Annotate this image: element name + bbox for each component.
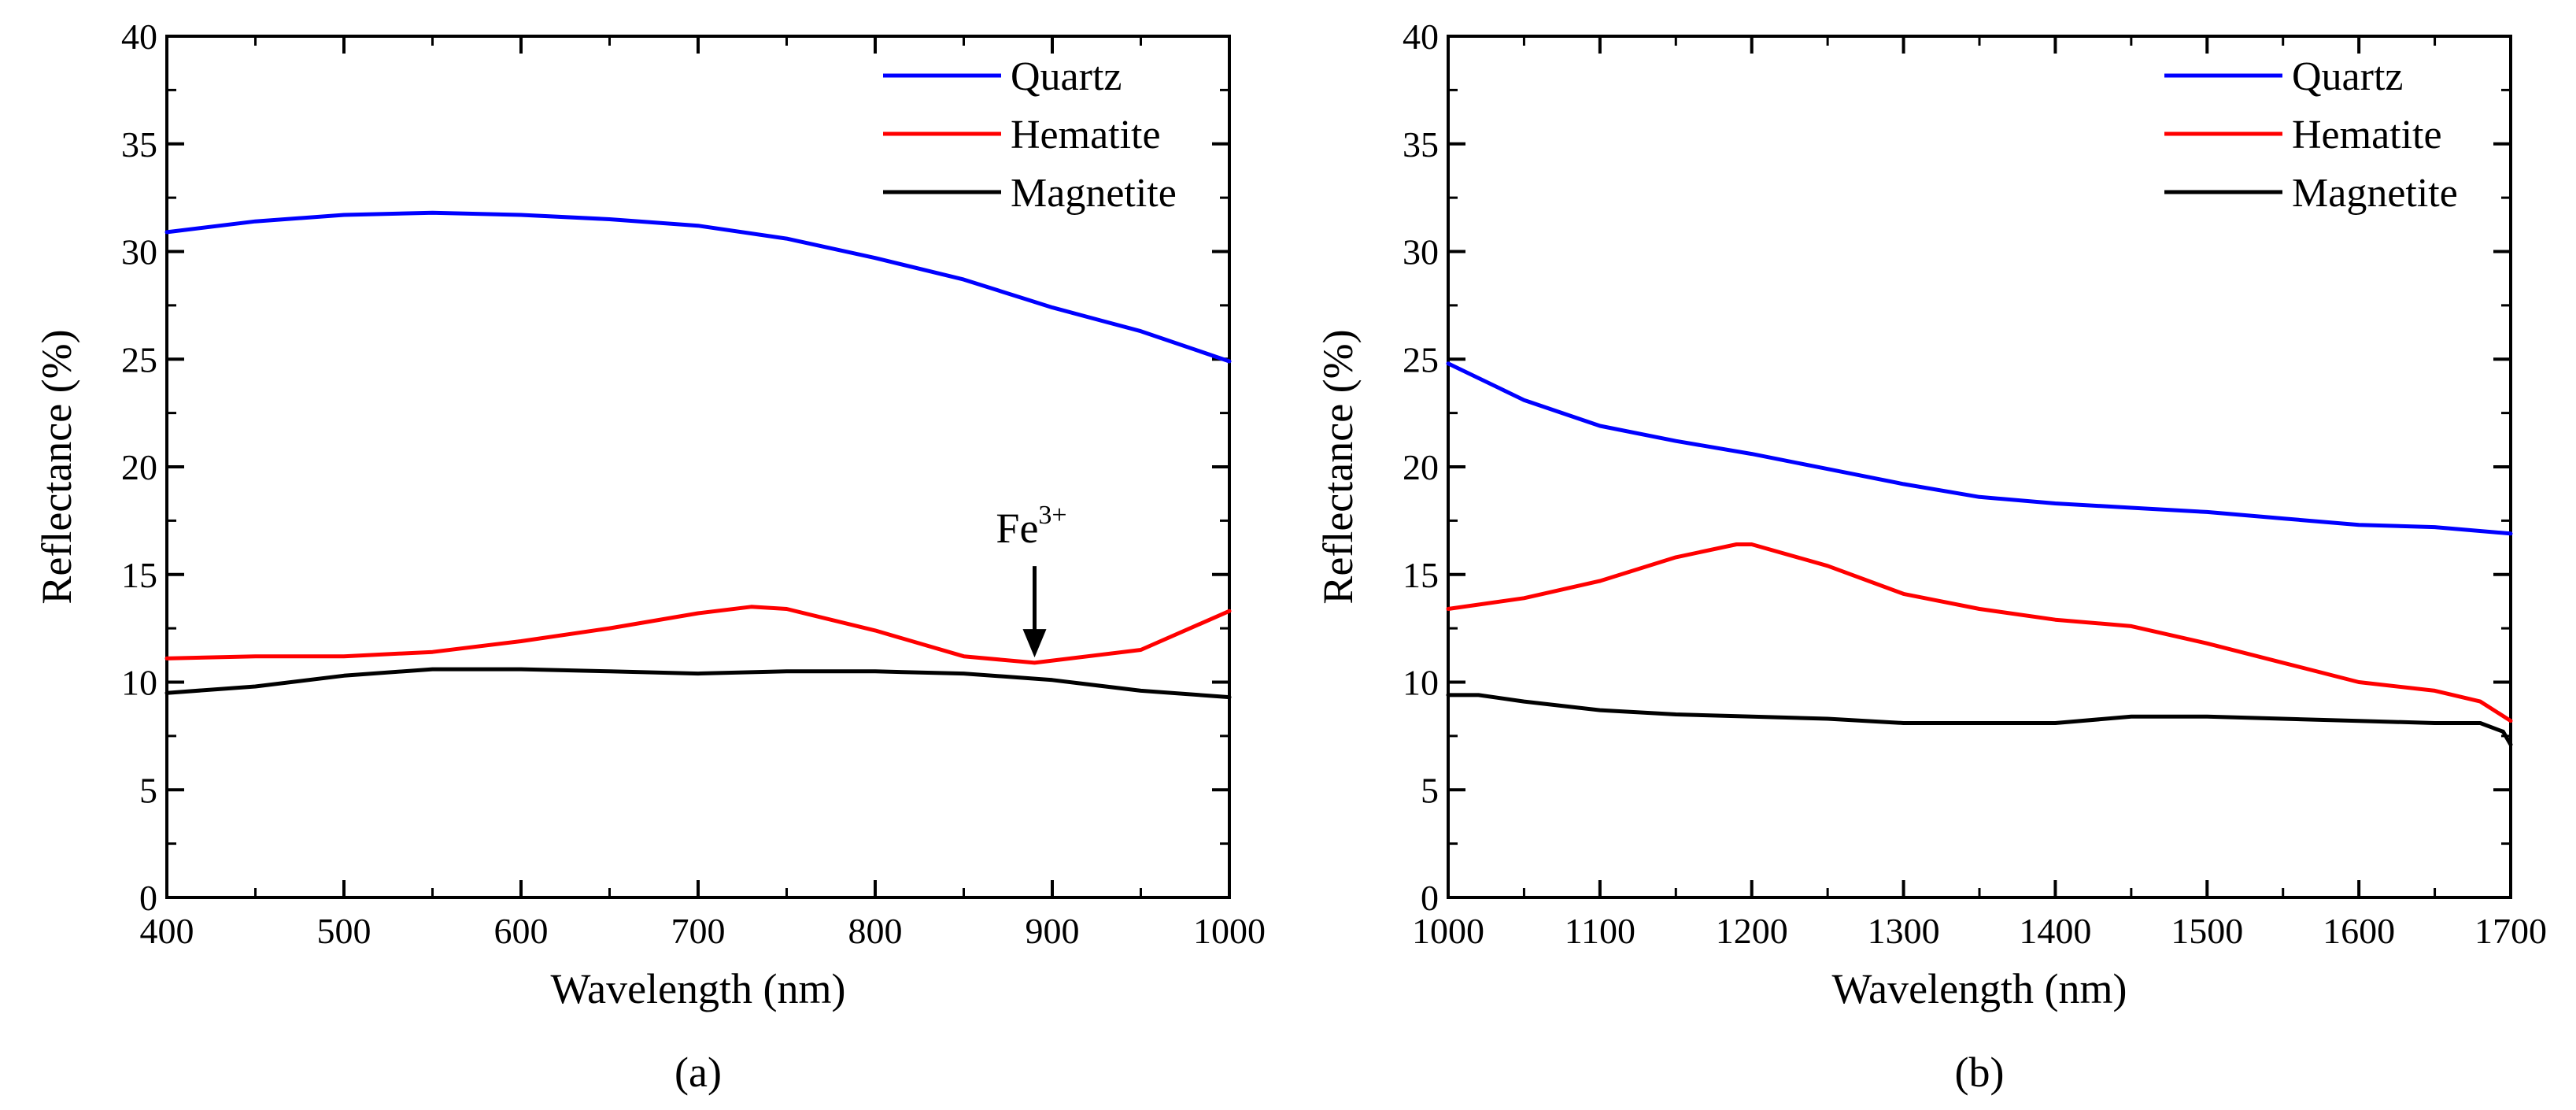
y-tick-label: 20: [1403, 447, 1439, 487]
x-tick-label: 800: [848, 911, 903, 951]
y-tick-label: 30: [121, 232, 157, 272]
x-tick-label: 1200: [1716, 911, 1788, 951]
legend-label: Quartz: [1011, 54, 1122, 99]
x-tick-label: 500: [317, 911, 371, 951]
x-tick-label: 1000: [1193, 911, 1266, 951]
chart-panel-a: 400 500 600 700 800 900 1000 0 5 10 15 20 25 30 35 40 Wa…: [33, 17, 1266, 1096]
y-tick-label: 40: [121, 17, 157, 57]
annotation-superscript: 3+: [1038, 501, 1066, 530]
legend-label: Hematite: [1011, 113, 1161, 157]
x-tick-label: 1700: [2474, 911, 2547, 951]
x-tick-label: 1000: [1412, 911, 1484, 951]
y-tick-label: 40: [1403, 17, 1439, 57]
x-tick-label: 1600: [2323, 911, 2395, 951]
series-line-magnetite: [164, 667, 1232, 700]
y-tick-label: 10: [1403, 663, 1439, 703]
y-tick-label: 35: [1403, 124, 1439, 165]
legend-label: Quartz: [2292, 54, 2403, 99]
annotation-arrow-head: [1022, 629, 1047, 658]
panel-label: (b): [1955, 1049, 2005, 1096]
annotation-label: Fe3+: [996, 501, 1066, 552]
x-tick-label: 900: [1026, 911, 1080, 951]
annotation-base: Fe: [996, 505, 1038, 552]
chart-panel-b: 1000 1100 1200 1300 1400 1500 1600 1700 0 5 10 15 20…: [1314, 17, 2547, 1096]
x-tick-label: 1100: [1565, 911, 1635, 951]
y-tick-label: 15: [1403, 555, 1439, 595]
panel-label: (a): [674, 1049, 722, 1096]
x-tick-label: 1400: [2019, 911, 2091, 951]
y-tick-label: 5: [139, 770, 157, 810]
x-tick-label: 1500: [2171, 911, 2243, 951]
x-tick-label: 1300: [1868, 911, 1940, 951]
series-line-hematite: [164, 605, 1232, 665]
legend-label: Magnetite: [1011, 171, 1177, 216]
y-tick-label: 15: [121, 555, 157, 595]
y-tick-label: 35: [121, 124, 157, 165]
plot-frame: [1447, 35, 2512, 899]
y-tick-label: 5: [1421, 770, 1439, 810]
x-axis-label: Wavelength (nm): [1831, 965, 2127, 1012]
x-tick-label: 700: [671, 911, 726, 951]
plot-frame: [165, 35, 1231, 899]
y-tick-label: 0: [139, 878, 157, 918]
y-tick-label: 0: [1421, 878, 1439, 918]
legend-label: Magnetite: [2292, 171, 2458, 216]
x-axis-label: Wavelength (nm): [550, 965, 845, 1012]
y-tick-label: 20: [121, 447, 157, 487]
series-line-quartz: [164, 210, 1232, 364]
series-line-hematite: [1446, 542, 2513, 723]
y-tick-label: 25: [1403, 339, 1439, 379]
y-tick-label: 25: [121, 339, 157, 379]
x-tick-label: 600: [494, 911, 549, 951]
series-line-quartz: [1446, 361, 2513, 536]
y-axis-label: Reflectance (%): [33, 329, 80, 604]
x-tick-label: 400: [140, 911, 194, 951]
series-line-magnetite: [1446, 693, 2513, 747]
y-tick-label: 30: [1403, 232, 1439, 272]
y-axis-label: Reflectance (%): [1314, 329, 1362, 604]
y-tick-label: 10: [121, 663, 157, 703]
legend-label: Hematite: [2292, 113, 2442, 157]
